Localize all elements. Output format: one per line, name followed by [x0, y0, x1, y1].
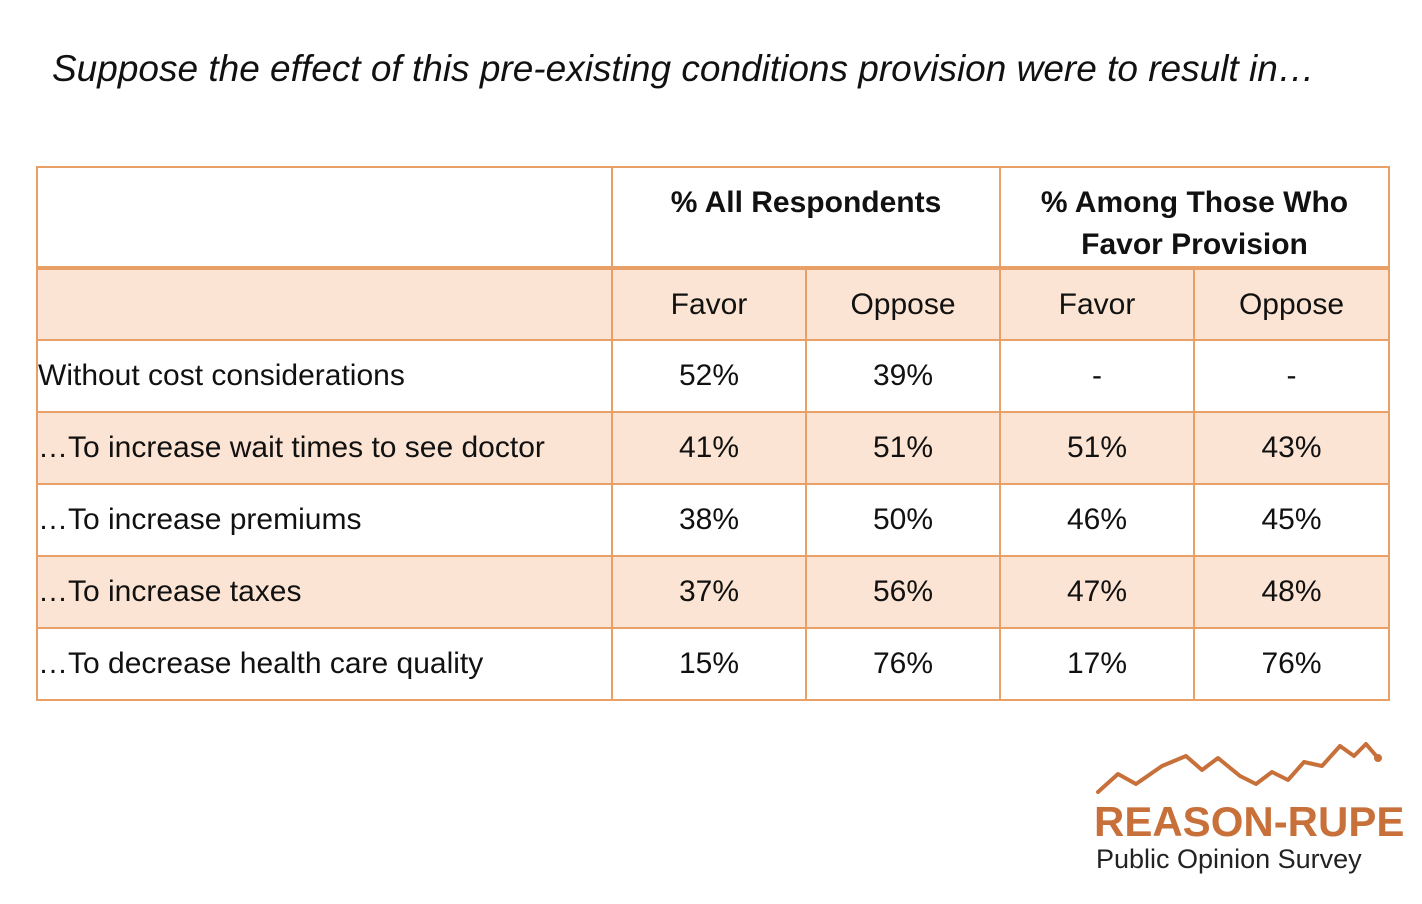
cell-value: 51% — [999, 411, 1195, 485]
cell-value: 51% — [805, 411, 1001, 485]
cell-value: - — [1192, 339, 1391, 413]
cell-value: - — [999, 339, 1195, 413]
subheader-favor: Favor — [999, 267, 1195, 341]
cell-value: 15% — [611, 627, 807, 701]
cell-value: 38% — [611, 483, 807, 557]
cell-value: 52% — [611, 339, 807, 413]
row-label: …To decrease health care quality — [36, 627, 613, 701]
mountain-line-icon — [1096, 742, 1382, 794]
cell-value: 39% — [805, 339, 1001, 413]
group-header-row: % All Respondents % Among Those Who Favo… — [36, 166, 1391, 269]
subheader-favor: Favor — [611, 267, 807, 341]
cell-value: 46% — [999, 483, 1195, 557]
cell-value: 17% — [999, 627, 1195, 701]
table-row: Without cost considerations 52% 39% - - — [36, 339, 1391, 413]
cell-value: 45% — [1192, 483, 1391, 557]
group-header-favor-provision: % Among Those Who Favor Provision — [998, 166, 1391, 269]
cell-value: 37% — [611, 555, 807, 629]
cell-value: 48% — [1192, 555, 1391, 629]
row-label: …To increase premiums — [36, 483, 613, 557]
subheader-corner-cell — [36, 267, 613, 341]
cell-value: 56% — [805, 555, 1001, 629]
cell-value: 76% — [1192, 627, 1391, 701]
cell-value: 47% — [999, 555, 1195, 629]
survey-table: % All Respondents % Among Those Who Favo… — [36, 166, 1391, 701]
cell-value: 41% — [611, 411, 807, 485]
row-label: Without cost considerations — [36, 339, 613, 413]
table-row: …To increase taxes 37% 56% 47% 48% — [36, 555, 1391, 629]
table-row: …To decrease health care quality 15% 76%… — [36, 627, 1391, 701]
cell-value: 50% — [805, 483, 1001, 557]
cell-value: 76% — [805, 627, 1001, 701]
reason-rupe-logo: REASON-RUPE Public Opinion Survey — [1090, 736, 1404, 886]
subheader-oppose: Oppose — [805, 267, 1001, 341]
row-label: …To increase taxes — [36, 555, 613, 629]
logo-subtitle: Public Opinion Survey — [1096, 844, 1362, 874]
cell-value: 43% — [1192, 411, 1391, 485]
table-row: …To increase wait times to see doctor 41… — [36, 411, 1391, 485]
page-title: Suppose the effect of this pre-existing … — [52, 48, 1315, 89]
subheader-oppose: Oppose — [1192, 267, 1391, 341]
subheader-row: Favor Oppose Favor Oppose — [36, 267, 1391, 341]
corner-cell — [36, 166, 613, 269]
table-row: …To increase premiums 38% 50% 46% 45% — [36, 483, 1391, 557]
logo-name: REASON-RUPE — [1094, 798, 1405, 845]
row-label: …To increase wait times to see doctor — [36, 411, 613, 485]
group-header-all: % All Respondents — [611, 166, 1001, 269]
